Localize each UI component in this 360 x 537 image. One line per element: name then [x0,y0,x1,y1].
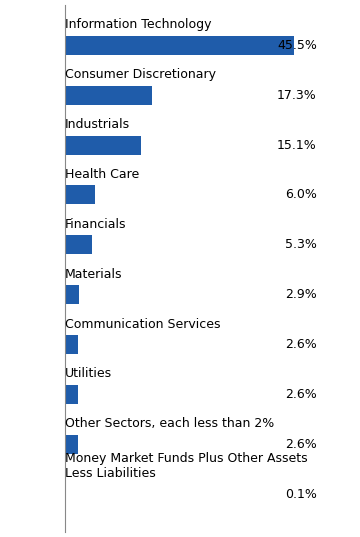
Text: Information Technology: Information Technology [65,18,211,31]
Text: 45.5%: 45.5% [277,39,317,52]
Text: Materials: Materials [65,268,122,281]
Bar [65,385,78,404]
Bar [65,335,78,354]
Text: Consumer Discretionary: Consumer Discretionary [65,68,216,81]
Text: 2.6%: 2.6% [285,338,317,351]
Bar [65,435,78,454]
Text: Money Market Funds Plus Other Assets
Less Liabilities: Money Market Funds Plus Other Assets Les… [65,452,307,480]
Text: Financials: Financials [65,218,126,231]
Text: 15.1%: 15.1% [277,139,317,151]
Text: 17.3%: 17.3% [277,89,317,101]
Text: 2.6%: 2.6% [285,388,317,401]
Bar [65,36,294,55]
Bar [65,185,95,205]
Text: Industrials: Industrials [65,118,130,131]
Bar [65,285,80,304]
Text: 0.1%: 0.1% [285,488,317,500]
Text: 6.0%: 6.0% [285,188,317,201]
Text: Health Care: Health Care [65,168,139,181]
Text: 5.3%: 5.3% [285,238,317,251]
Text: 2.6%: 2.6% [285,438,317,451]
Text: Communication Services: Communication Services [65,317,220,331]
Bar [65,235,91,255]
Text: Utilities: Utilities [65,367,112,381]
Bar [65,135,141,155]
Bar [65,86,152,105]
Text: 2.9%: 2.9% [285,288,317,301]
Text: Other Sectors, each less than 2%: Other Sectors, each less than 2% [65,417,274,430]
